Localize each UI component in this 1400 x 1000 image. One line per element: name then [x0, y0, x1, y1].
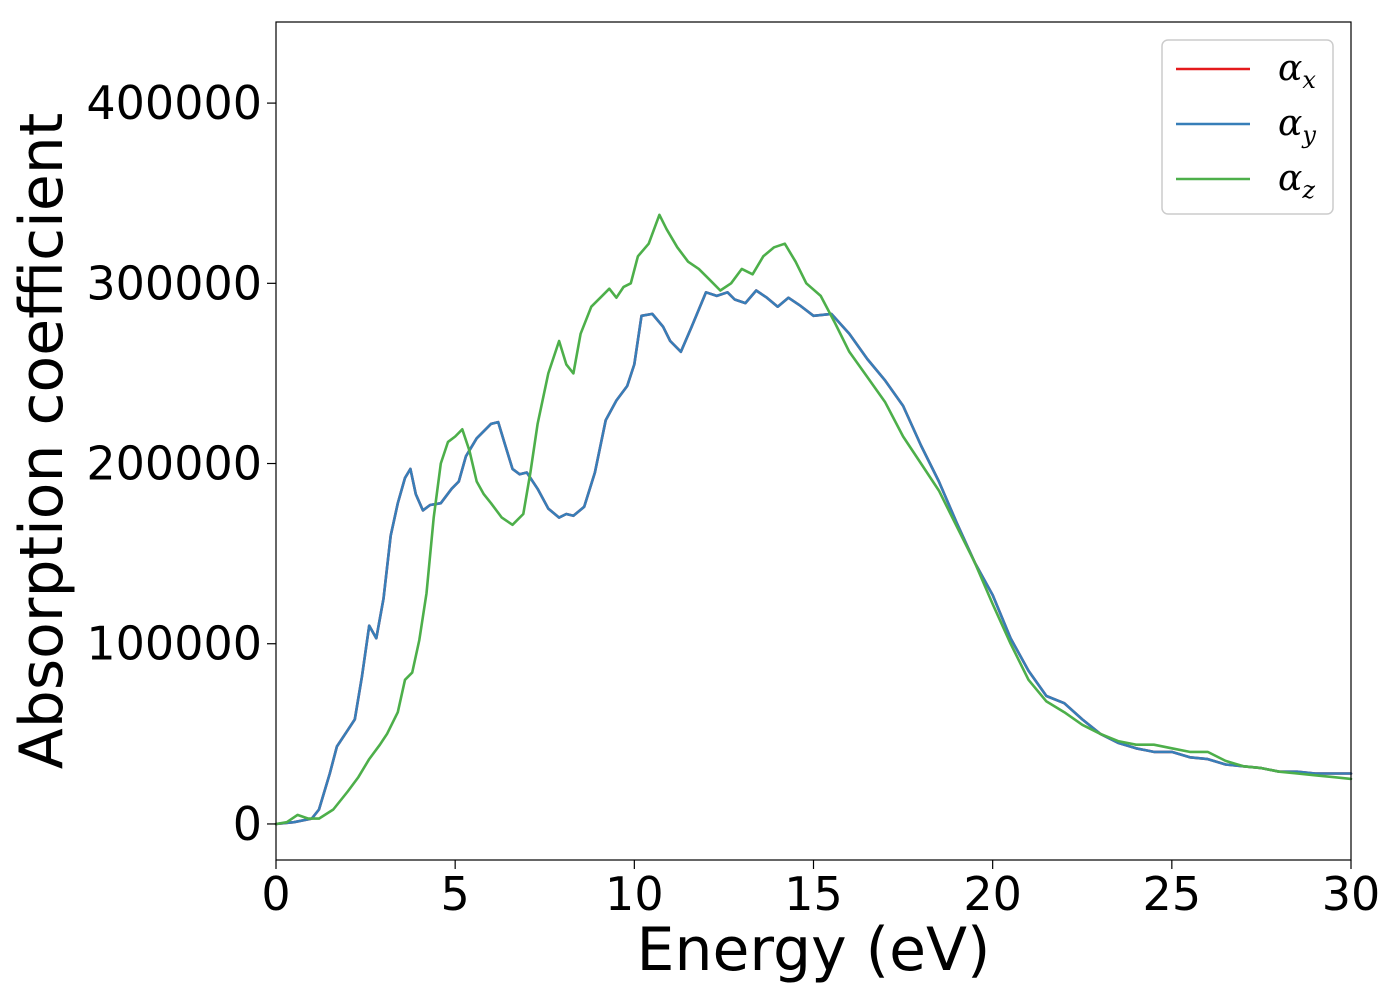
x-tick-label: 25	[1143, 867, 1202, 921]
y-tick-label: 200000	[86, 437, 262, 491]
y-tick-label: 0	[233, 797, 262, 851]
legend-label-x: αx	[1278, 48, 1316, 94]
x-tick-label: 5	[441, 867, 470, 921]
legend-box	[1161, 39, 1334, 215]
y-axis-label: Absorption coefficient	[7, 113, 77, 770]
legend: αx αy αz	[1161, 39, 1334, 215]
legend-label-y: αy	[1278, 103, 1316, 149]
series-line-z	[274, 213, 1353, 826]
x-tick-label: 30	[1322, 867, 1381, 921]
x-tick-label: 20	[963, 867, 1022, 921]
x-tick-label: 10	[605, 867, 664, 921]
y-axis: 0 100000 200000 300000 400000	[86, 76, 276, 851]
x-tick-label: 0	[261, 867, 290, 921]
series-line-y	[274, 289, 1353, 826]
series-layer	[274, 213, 1353, 826]
x-tick-label: 15	[784, 867, 843, 921]
y-tick-label: 300000	[86, 256, 262, 310]
x-axis: 0 5 10 15 20 25 30	[261, 860, 1380, 921]
legend-label-z: αz	[1278, 158, 1315, 204]
y-tick-label: 400000	[86, 76, 262, 130]
y-tick-label: 100000	[86, 617, 262, 671]
x-axis-label: Energy (eV)	[637, 915, 991, 985]
